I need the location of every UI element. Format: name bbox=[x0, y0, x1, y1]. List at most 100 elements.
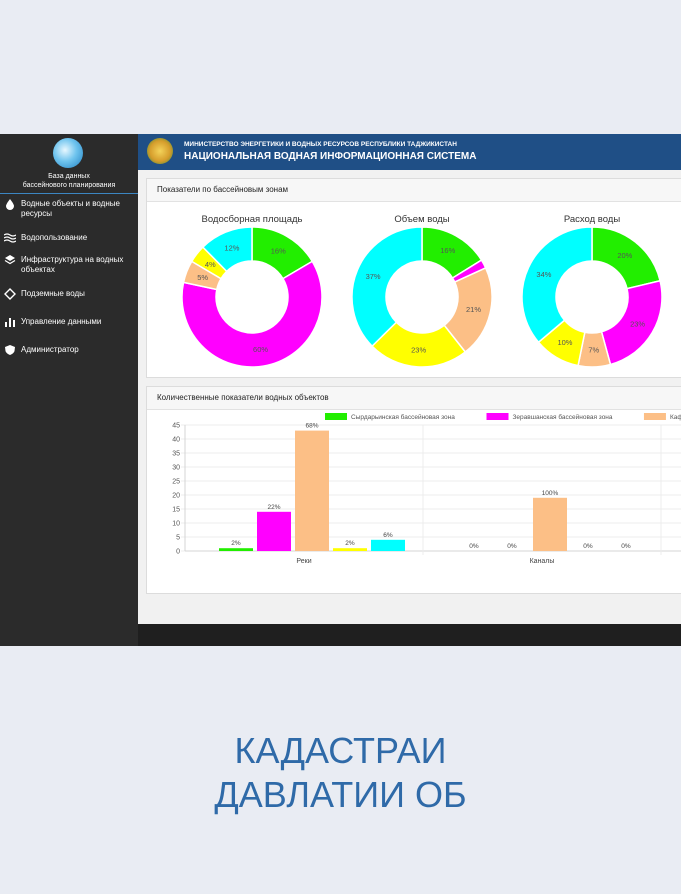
divider bbox=[0, 193, 138, 194]
shield-icon bbox=[5, 345, 15, 355]
bar-value-label: 0% bbox=[507, 543, 517, 550]
slice-label: 7% bbox=[588, 345, 599, 354]
header-bar: МИНИСТЕРСТВО ЭНЕРГЕТИКИ И ВОДНЫХ РЕСУРСО… bbox=[138, 134, 681, 170]
caption-line-1: КАДАСТРАИ bbox=[234, 730, 447, 771]
slice-label: 12% bbox=[224, 243, 239, 252]
sidebar-item-label: Подземные воды bbox=[21, 289, 85, 298]
sidebar-item-groundwater[interactable]: Подземные воды bbox=[0, 288, 138, 300]
chart-title-catchment: Водосборная площадь bbox=[201, 214, 303, 225]
sidebar-item-label: Инфраструктура на водных bbox=[21, 255, 124, 264]
y-tick-label: 0 bbox=[176, 549, 180, 556]
bar[interactable] bbox=[533, 497, 567, 551]
legend-swatch bbox=[643, 413, 666, 420]
bar-value-label: 2% bbox=[345, 540, 355, 547]
donut-chart-volume[interactable]: 16% 21% 23% 37% bbox=[352, 225, 492, 369]
diamond-icon bbox=[4, 288, 16, 300]
layers-icon bbox=[4, 255, 16, 265]
bar-value-label: 2% bbox=[231, 540, 241, 547]
system-title: НАЦИОНАЛЬНАЯ ВОДНАЯ ИНФОРМАЦИОННАЯ СИСТЕ… bbox=[184, 151, 477, 162]
database-logo-icon[interactable] bbox=[53, 138, 83, 168]
y-tick-label: 35 bbox=[172, 451, 180, 458]
ministry-title: МИНИСТЕРСТВО ЭНЕРГЕТИКИ И ВОДНЫХ РЕСУРСО… bbox=[184, 141, 457, 148]
bar-value-label: 0% bbox=[469, 543, 479, 550]
water-drop-icon bbox=[6, 199, 14, 210]
panel-header: Показатели по бассейновым зонам bbox=[147, 179, 681, 202]
slice-label: 21% bbox=[466, 305, 481, 314]
footer-bar bbox=[138, 624, 681, 646]
legend-label: Зеравшанская бассейновая зона bbox=[513, 413, 613, 421]
slice-label: 10% bbox=[557, 338, 572, 347]
donut-slice[interactable] bbox=[352, 226, 423, 348]
sidebar-item-water-objects[interactable]: Водные объекты и водные ресурсы bbox=[0, 198, 138, 222]
legend-label: Кафирниганская б bbox=[670, 413, 681, 421]
bar[interactable] bbox=[333, 548, 367, 551]
sidebar: База данных бассейнового планирования Во… bbox=[0, 134, 138, 646]
donut-slice[interactable] bbox=[522, 226, 593, 344]
slice-label: 37% bbox=[366, 272, 381, 281]
slice-label: 60% bbox=[253, 345, 268, 354]
sidebar-item-admin[interactable]: Администратор bbox=[0, 344, 138, 356]
y-tick-label: 45 bbox=[172, 423, 180, 430]
chart-title-volume: Объем воды bbox=[394, 214, 450, 225]
donut-chart-flow[interactable]: 20% 23% 7% 10% 34% bbox=[522, 225, 662, 369]
bar[interactable] bbox=[257, 511, 291, 551]
bar-value-label: 68% bbox=[305, 423, 318, 430]
bar[interactable] bbox=[295, 430, 329, 551]
donut-slice[interactable] bbox=[201, 226, 253, 273]
y-tick-label: 5 bbox=[176, 535, 180, 542]
bar-value-label: 0% bbox=[621, 543, 631, 550]
bar[interactable] bbox=[371, 539, 405, 551]
sidebar-item-label: ресурсы bbox=[21, 209, 53, 218]
donut-slice[interactable] bbox=[182, 260, 322, 368]
chart-title-flow: Расход воды bbox=[563, 214, 621, 225]
caption-line-2: ДАВЛАТИИ ОБ bbox=[214, 774, 467, 815]
sidebar-item-label: Водопользование bbox=[21, 233, 88, 242]
y-tick-label: 20 bbox=[172, 493, 180, 500]
panel-title: Количественные показатели водных объекто… bbox=[157, 393, 329, 402]
bar-chart-water-objects[interactable]: Сырдарьинская бассейновая зона Зеравшанск… bbox=[147, 409, 681, 589]
slice-label: 23% bbox=[630, 320, 645, 329]
legend-label: Сырдарьинская бассейновая зона bbox=[351, 413, 455, 421]
panel-title: Показатели по бассейновым зонам bbox=[157, 185, 289, 194]
sidebar-item-label: Администратор bbox=[21, 345, 79, 354]
bar[interactable] bbox=[219, 548, 253, 551]
sidebar-item-water-use[interactable]: Водопользование bbox=[0, 232, 138, 244]
water-objects-panel: Количественные показатели водных объекто… bbox=[146, 386, 681, 594]
waves-icon bbox=[4, 233, 16, 243]
slice-label: 16% bbox=[440, 246, 455, 255]
app-window: База данных бассейнового планирования Во… bbox=[0, 134, 681, 646]
slice-label: 20% bbox=[617, 251, 632, 260]
y-tick-label: 10 bbox=[172, 521, 180, 528]
logo-caption: База данных бассейнового планирования bbox=[0, 172, 138, 190]
bar-value-label: 100% bbox=[542, 490, 559, 497]
bar-value-label: 6% bbox=[383, 532, 393, 539]
donut-chart-catchment[interactable]: 16% 60% 5% 4% 12% bbox=[182, 225, 322, 369]
slice-label: 16% bbox=[271, 246, 286, 255]
slice-label: 23% bbox=[411, 345, 426, 354]
main-content: Показатели по бассейновым зонам Водосбор… bbox=[138, 170, 681, 624]
logo-caption-line2: бассейнового планирования bbox=[22, 182, 116, 189]
y-tick-label: 15 bbox=[172, 507, 180, 514]
x-tick-label: Реки bbox=[296, 558, 311, 565]
panel-header: Количественные показатели водных объекто… bbox=[147, 387, 681, 410]
x-tick-label: Каналы bbox=[530, 558, 555, 565]
logo-caption-line1: База данных bbox=[48, 173, 90, 180]
slice-label: 34% bbox=[536, 270, 551, 279]
bar-chart-icon bbox=[5, 318, 15, 327]
basin-indicators-panel: Показатели по бассейновым зонам Водосбор… bbox=[146, 178, 681, 378]
bar-value-label: 22% bbox=[267, 504, 280, 511]
national-emblem-icon bbox=[147, 138, 173, 164]
y-tick-label: 25 bbox=[172, 479, 180, 486]
y-tick-label: 30 bbox=[172, 465, 180, 472]
legend-swatch bbox=[325, 413, 347, 420]
sidebar-item-infrastructure[interactable]: Инфраструктура на водных объектах bbox=[0, 254, 138, 278]
sidebar-item-label: Водные объекты и водные bbox=[21, 199, 120, 208]
sidebar-item-label: Управление данными bbox=[21, 317, 102, 326]
sidebar-item-label: объектах bbox=[21, 265, 55, 274]
sidebar-item-data-management[interactable]: Управление данными bbox=[0, 316, 138, 328]
bar-value-label: 0% bbox=[583, 543, 593, 550]
slice-label: 4% bbox=[205, 260, 216, 269]
slice-label: 5% bbox=[197, 273, 208, 282]
y-tick-label: 40 bbox=[172, 437, 180, 444]
legend-swatch bbox=[486, 413, 509, 420]
